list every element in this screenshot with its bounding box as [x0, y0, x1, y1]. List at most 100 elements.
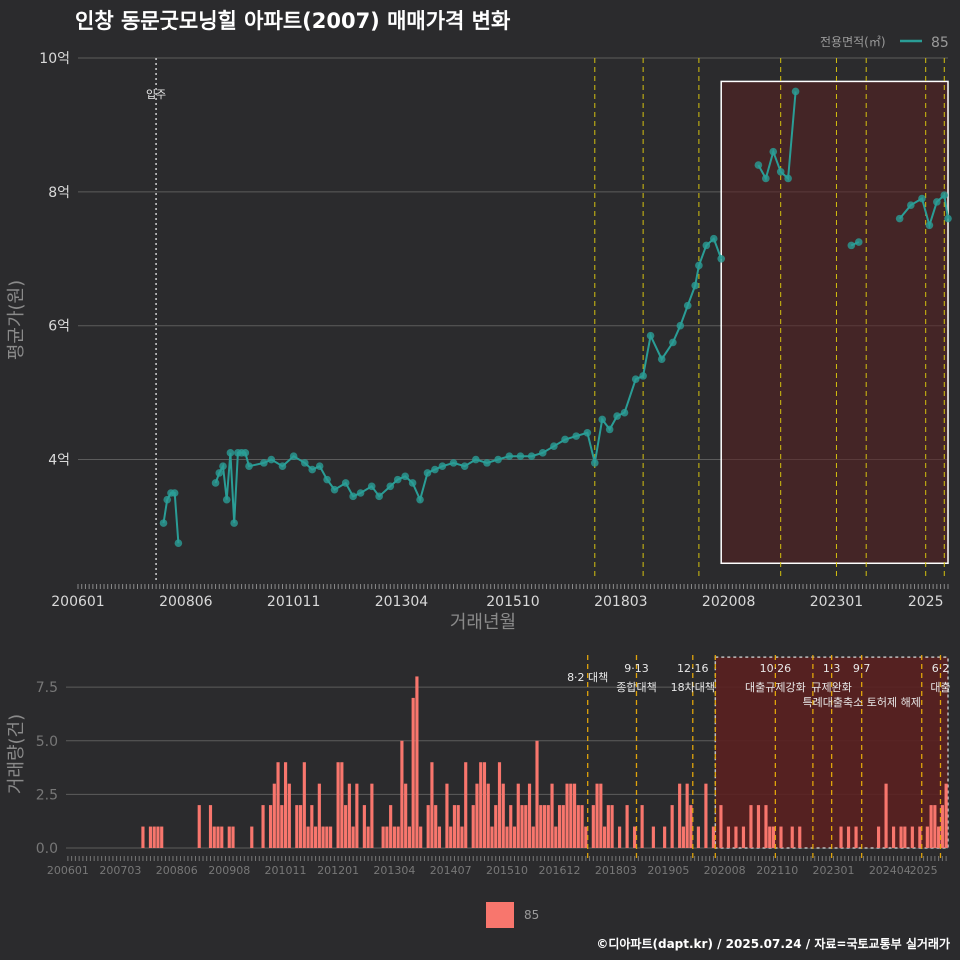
volume-bar — [696, 826, 700, 848]
price-point — [245, 462, 253, 471]
price-point — [620, 408, 629, 417]
price-point — [289, 452, 298, 460]
price-point — [516, 452, 525, 460]
price-point — [170, 489, 179, 497]
price-point — [613, 412, 621, 420]
price-point — [717, 254, 726, 263]
volume-bar — [212, 826, 216, 848]
volume-bar — [591, 805, 595, 848]
price-point — [691, 281, 699, 290]
bar-x-tick-label: 202008 — [704, 864, 746, 877]
volume-bar — [389, 805, 393, 848]
price-point — [538, 449, 547, 457]
volume-bar — [899, 826, 903, 848]
bar-y-tick-label: 0.0 — [36, 841, 58, 857]
chart-title: 인창 동문굿모닝힐 아파트(2007) 매매가격 변화 — [75, 9, 511, 33]
x-tick-label: 201011 — [267, 594, 320, 610]
price-point — [940, 191, 949, 199]
volume-bar — [336, 762, 340, 848]
price-point — [401, 472, 409, 481]
price-point — [308, 465, 317, 474]
price-point — [583, 428, 592, 437]
bar-y-tick-label: 5.0 — [36, 734, 58, 750]
volume-bar — [456, 805, 460, 848]
bar-x-tick-label: 200601 — [47, 864, 89, 877]
x-tick-label: 202301 — [810, 594, 863, 610]
volume-bar — [486, 783, 490, 848]
volume-bar — [685, 783, 689, 848]
bar-x-tick-label: 201304 — [373, 864, 415, 877]
bar-x-tick-label: 201201 — [317, 864, 359, 877]
price-point — [791, 87, 800, 96]
volume-bar — [599, 783, 603, 848]
volume-bar — [606, 805, 610, 848]
volume-bar — [314, 826, 318, 848]
volume-bar — [464, 762, 468, 848]
price-point — [590, 459, 599, 467]
volume-bar — [302, 762, 306, 848]
volume-bar — [846, 826, 851, 848]
volume-bar — [749, 805, 753, 848]
bar-x-tick-label: 202301 — [813, 864, 855, 877]
volume-bar — [681, 826, 685, 848]
policy-annotation-name: 18차대책 — [671, 681, 715, 694]
volume-bar — [452, 805, 457, 848]
price-point — [408, 479, 417, 487]
volume-bar — [925, 826, 929, 848]
policy-annotation-date: 10·26 — [760, 662, 792, 675]
x-tick-label: 2025 — [908, 594, 944, 610]
volume-bar — [501, 783, 505, 848]
volume-bar — [618, 826, 622, 848]
volume-bar — [445, 783, 449, 848]
volume-bar — [351, 826, 355, 848]
volume-bar — [576, 805, 580, 848]
price-point — [847, 241, 856, 250]
price-point — [925, 221, 934, 230]
volume-bar — [197, 805, 201, 848]
volume-bar — [670, 805, 674, 848]
volume-bar — [321, 826, 325, 848]
volume-bar — [272, 783, 276, 848]
volume-bar — [479, 762, 483, 848]
volume-bar — [306, 826, 310, 848]
volume-bar — [261, 805, 265, 848]
x-tick-label: 201803 — [594, 594, 647, 610]
price-point — [375, 492, 383, 501]
volume-bar — [527, 783, 532, 848]
bar-x-tick-label: 201612 — [539, 864, 581, 877]
price-point — [356, 489, 365, 497]
policy-annotation-name: 대출규제강화 — [745, 681, 806, 694]
volume-bar — [678, 783, 682, 848]
price-point — [163, 495, 172, 504]
volume-bar — [531, 826, 535, 848]
price-point — [438, 462, 447, 471]
volume-bar — [340, 762, 344, 848]
price-point — [174, 539, 183, 547]
volume-bar — [287, 783, 291, 848]
volume-bar — [711, 826, 716, 848]
price-point — [315, 462, 324, 471]
price-point — [349, 492, 357, 501]
volume-bar — [298, 805, 303, 848]
price-point — [598, 415, 607, 424]
bar-x-tick-label: 201803 — [595, 864, 637, 877]
price-point — [300, 459, 309, 467]
bar-x-tick-label: 2025 — [910, 864, 938, 877]
volume-bar — [404, 783, 408, 848]
price-point — [483, 459, 491, 467]
volume-bar — [355, 783, 359, 848]
volume-bar — [344, 805, 348, 848]
price-point — [222, 495, 231, 504]
volume-bar — [741, 826, 746, 848]
volume-bar — [505, 826, 509, 848]
price-point — [646, 331, 655, 340]
volume-bar — [633, 826, 637, 848]
volume-bar — [280, 805, 284, 848]
volume-bar — [434, 805, 438, 848]
price-point — [330, 485, 339, 494]
price-point — [854, 238, 863, 246]
volume-bar — [790, 826, 794, 848]
volume-bar — [366, 826, 370, 848]
bar-x-tick-label: 202404 — [869, 864, 911, 877]
